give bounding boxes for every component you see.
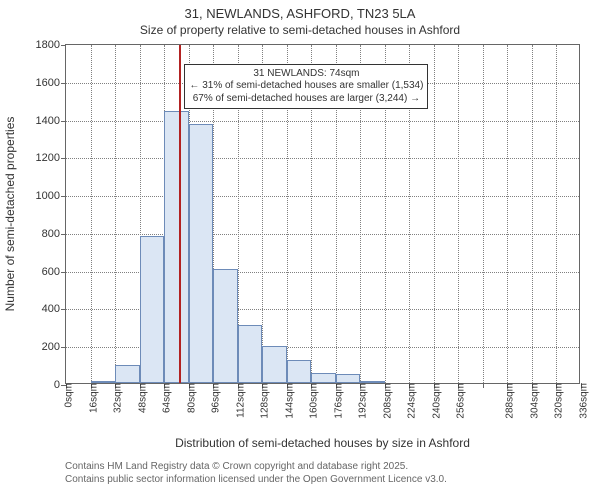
histogram-bar	[238, 325, 263, 383]
histogram-bar	[115, 365, 140, 383]
xtick-label: 256sqm	[450, 383, 467, 419]
xtick-label: 16sqm	[82, 383, 99, 413]
xtick-label: 224sqm	[401, 383, 418, 419]
xtick-label: 64sqm	[156, 383, 173, 413]
xtick-label: 80sqm	[180, 383, 197, 413]
xtick-label: 304sqm	[523, 383, 540, 419]
histogram-bar	[213, 269, 238, 383]
xtick-label: 160sqm	[303, 383, 320, 419]
ytick-label: 1800	[36, 39, 66, 51]
property-marker-line	[179, 45, 181, 383]
ytick-label: 1600	[36, 77, 66, 89]
histogram-bar	[164, 111, 189, 383]
grid-line-v	[91, 45, 92, 383]
xtick-label: 192sqm	[352, 383, 369, 419]
xtick-label: 336sqm	[573, 383, 590, 419]
xtick-label: 320sqm	[548, 383, 565, 419]
histogram-bar	[262, 346, 287, 383]
grid-line-v	[458, 45, 459, 383]
histogram-bar	[140, 236, 165, 383]
y-axis-label: Number of semi-detached properties	[3, 117, 17, 312]
chart-title: 31, NEWLANDS, ASHFORD, TN23 5LA Size of …	[0, 0, 600, 38]
histogram-bar	[189, 124, 214, 383]
ytick-label: 1000	[36, 190, 66, 202]
xtick-label: 32sqm	[107, 383, 124, 413]
ytick-label: 800	[42, 228, 66, 240]
histogram-bar	[360, 381, 385, 383]
xtick-label: 176sqm	[327, 383, 344, 419]
histogram-bar	[287, 360, 312, 383]
xtick-label: 96sqm	[205, 383, 222, 413]
title-line-1: 31, NEWLANDS, ASHFORD, TN23 5LA	[0, 6, 600, 23]
ytick-label: 200	[42, 341, 66, 353]
xtick-label: 208sqm	[376, 383, 393, 419]
annotation-box: 31 NEWLANDS: 74sqm ← 31% of semi-detache…	[184, 64, 428, 110]
grid-line-v	[507, 45, 508, 383]
xtick-mark	[483, 383, 484, 388]
xtick-label: 240sqm	[425, 383, 442, 419]
annot-line-1: 31 NEWLANDS: 74sqm	[189, 68, 423, 81]
chart-container: 31, NEWLANDS, ASHFORD, TN23 5LA Size of …	[0, 0, 600, 500]
ytick-label: 1400	[36, 115, 66, 127]
histogram-bar	[311, 373, 336, 383]
xtick-label: 144sqm	[278, 383, 295, 419]
grid-line-h	[66, 196, 579, 197]
x-axis-label: Distribution of semi-detached houses by …	[65, 436, 580, 450]
plot-area: 0200400600800100012001400160018000sqm16s…	[65, 44, 580, 384]
xtick-label: 288sqm	[499, 383, 516, 419]
grid-line-v	[483, 45, 484, 383]
xtick-label: 128sqm	[254, 383, 271, 419]
ytick-label: 600	[42, 266, 66, 278]
histogram-bar	[91, 381, 116, 383]
grid-line-v	[434, 45, 435, 383]
title-line-2: Size of property relative to semi-detach…	[0, 23, 600, 39]
annot-line-2: ← 31% of semi-detached houses are smalle…	[189, 80, 423, 93]
xtick-label: 0sqm	[58, 383, 75, 407]
xtick-label: 48sqm	[131, 383, 148, 413]
grid-line-v	[556, 45, 557, 383]
footer-text: Contains HM Land Registry data © Crown c…	[65, 460, 447, 486]
xtick-label: 112sqm	[229, 383, 246, 418]
grid-line-v	[532, 45, 533, 383]
annot-line-3: 67% of semi-detached houses are larger (…	[189, 93, 423, 106]
footer-line-1: Contains HM Land Registry data © Crown c…	[65, 460, 447, 473]
grid-line-v	[115, 45, 116, 383]
footer-line-2: Contains public sector information licen…	[65, 473, 447, 486]
histogram-bar	[336, 374, 361, 383]
grid-line-h	[66, 158, 579, 159]
ytick-label: 1200	[36, 152, 66, 164]
ytick-label: 400	[42, 303, 66, 315]
grid-line-h	[66, 121, 579, 122]
